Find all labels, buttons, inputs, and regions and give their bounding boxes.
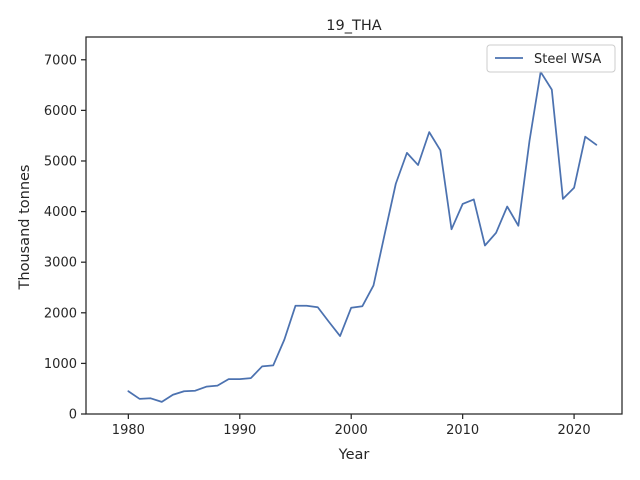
y-tick-label: 2000: [44, 306, 77, 321]
legend-label: Steel WSA: [534, 52, 601, 67]
y-tick-label: 6000: [44, 104, 77, 119]
y-tick-label: 0: [69, 408, 77, 423]
y-tick-label: 4000: [44, 205, 77, 220]
x-tick-label: 1980: [112, 423, 145, 438]
y-axis: 0 1000 2000 3000 4000 5000 6000 7000: [44, 53, 86, 423]
legend-box: [486, 44, 616, 73]
x-tick-label: 2020: [558, 423, 591, 438]
y-tick-label: 3000: [44, 256, 77, 271]
y-axis-title: Thousand tonnes: [17, 165, 33, 291]
y-tick-label: 7000: [44, 53, 77, 68]
chart-title: 19_THA: [326, 18, 381, 34]
y-tick-label: 1000: [44, 357, 77, 372]
x-tick-label: 1990: [223, 423, 256, 438]
series-line: [127, 71, 598, 403]
plot-frame: [85, 36, 623, 415]
x-axis: 1980 1990 2000 2010 2020: [112, 414, 591, 438]
x-axis-title: Year: [338, 447, 370, 463]
legend: Steel WSA: [486, 44, 616, 73]
x-tick-label: 2000: [335, 423, 368, 438]
y-tick-label: 5000: [44, 154, 77, 169]
x-tick-label: 2010: [446, 423, 479, 438]
plot-area: [127, 71, 598, 403]
